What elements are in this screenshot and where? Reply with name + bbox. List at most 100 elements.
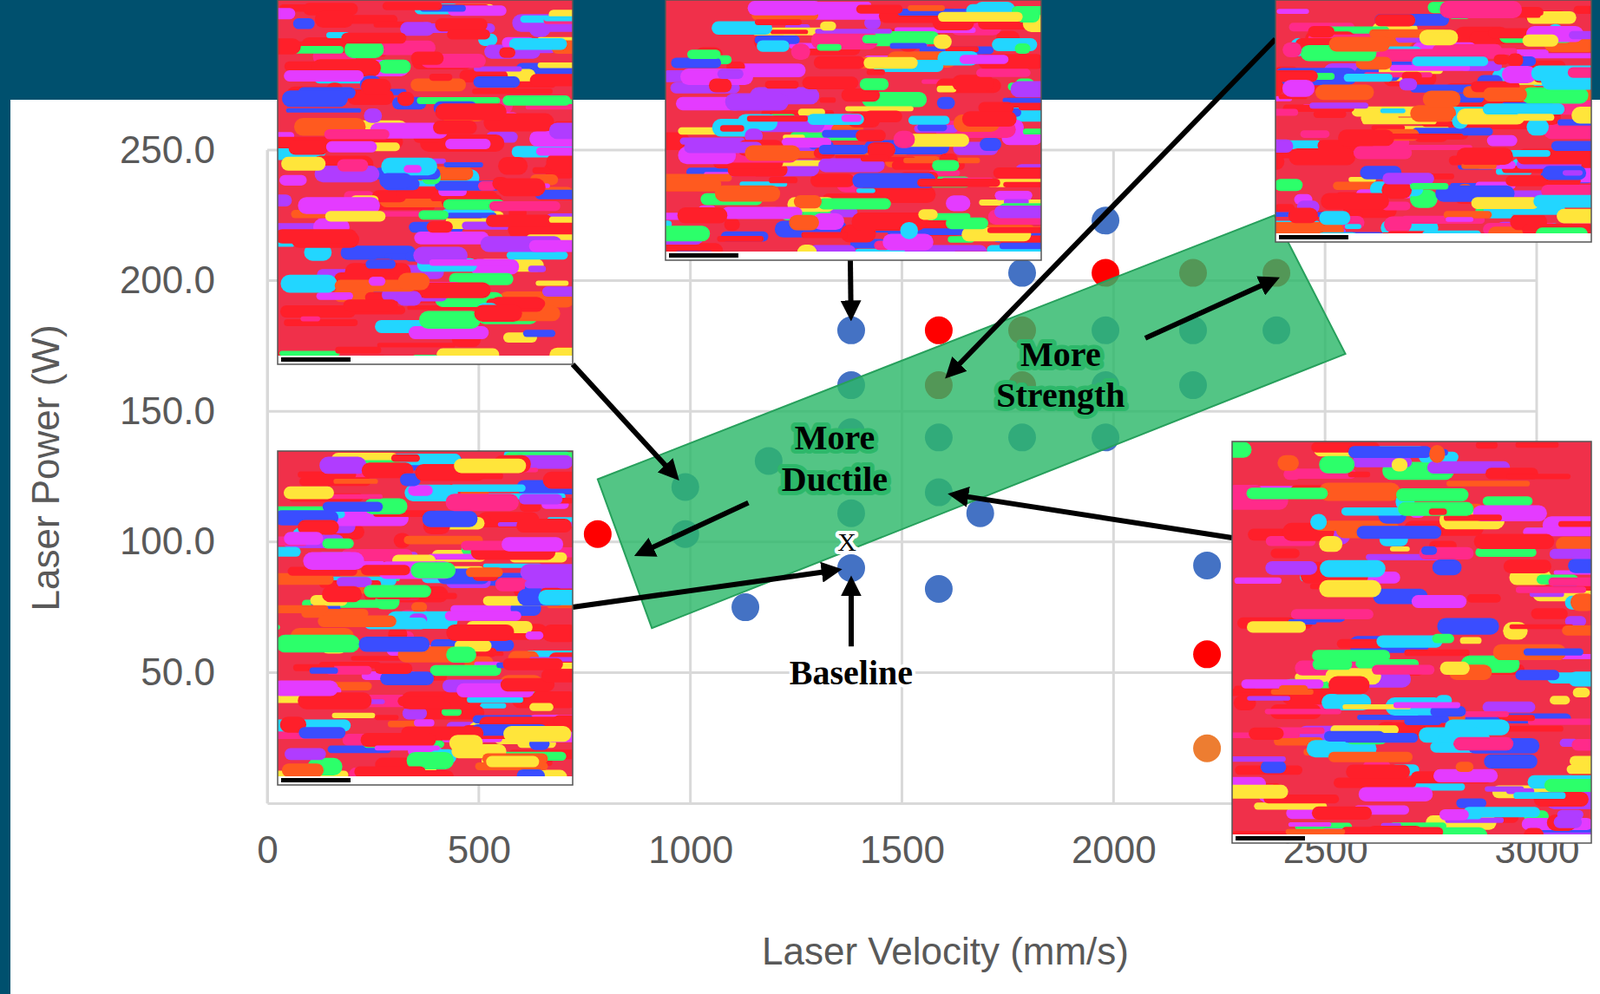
inset-grain bbox=[1571, 106, 1592, 125]
inset-grain bbox=[1310, 514, 1327, 531]
inset-grain bbox=[489, 201, 561, 211]
inset-grain bbox=[298, 727, 346, 739]
inset-grain bbox=[1343, 733, 1418, 743]
inset-grain bbox=[1396, 488, 1469, 502]
y-axis: 50.0100.0150.0200.0250.0 bbox=[119, 128, 269, 805]
point bbox=[583, 520, 612, 549]
inset-grain bbox=[1436, 617, 1499, 635]
annotation-arrow bbox=[1145, 281, 1273, 339]
inset-grain bbox=[1312, 659, 1353, 671]
tick: 2000 bbox=[1071, 803, 1157, 872]
inset-grain bbox=[498, 178, 546, 197]
inset-grain bbox=[358, 636, 430, 653]
inset-ground bbox=[277, 0, 573, 365]
inset-footer bbox=[1275, 233, 1592, 243]
inset-grain bbox=[937, 12, 1023, 22]
inset-grain bbox=[1551, 140, 1592, 151]
inset-scale-bar bbox=[281, 778, 351, 783]
plot-area bbox=[583, 206, 1346, 762]
point bbox=[1193, 551, 1221, 580]
inset-grain bbox=[445, 646, 477, 663]
inset-grain bbox=[1482, 496, 1533, 506]
inset-grain bbox=[1374, 13, 1450, 27]
tick: 250.0 bbox=[119, 128, 268, 171]
inset-grain bbox=[1265, 708, 1342, 715]
inset-grain bbox=[1526, 118, 1548, 137]
inset-grain bbox=[324, 129, 390, 140]
inset-grain bbox=[900, 222, 919, 240]
inset-grain bbox=[1232, 441, 1252, 458]
inset-grain bbox=[363, 584, 432, 597]
inset-grain bbox=[283, 486, 335, 500]
series bbox=[1193, 734, 1221, 763]
inset-grain bbox=[1260, 760, 1286, 774]
inset-grain bbox=[1460, 637, 1482, 645]
inset-grain bbox=[841, 88, 880, 102]
inset-grain bbox=[411, 51, 445, 65]
inset-grain bbox=[279, 351, 341, 357]
axis-line bbox=[266, 150, 269, 805]
inset-grain bbox=[472, 88, 553, 95]
inset-grain bbox=[432, 120, 478, 135]
inset-grain bbox=[314, 11, 354, 28]
inset-grain bbox=[284, 747, 327, 761]
inset-grain bbox=[793, 195, 822, 209]
annotation: MoreDuctile bbox=[781, 418, 888, 499]
inset-grain bbox=[1010, 80, 1042, 98]
inset-grain bbox=[951, 74, 994, 92]
tick-label: 250.0 bbox=[119, 128, 216, 171]
inset-grain bbox=[1540, 14, 1564, 22]
inset-grain bbox=[714, 185, 781, 203]
inset-grain bbox=[429, 259, 512, 267]
inset-grain bbox=[1548, 577, 1592, 587]
inset-grain bbox=[1569, 756, 1592, 768]
inset-grain bbox=[670, 58, 722, 69]
inset-grain bbox=[1345, 764, 1410, 779]
inset-grain bbox=[1348, 472, 1371, 479]
inset-grain bbox=[378, 59, 411, 74]
inset-grain bbox=[360, 733, 437, 748]
inset-grain bbox=[845, 105, 914, 112]
inset-grain bbox=[1318, 456, 1355, 474]
inset-grain bbox=[1558, 521, 1592, 528]
inset-grain bbox=[277, 38, 302, 54]
inset-border bbox=[277, 451, 573, 786]
inset-grain bbox=[791, 43, 811, 60]
tick-label: 50.0 bbox=[140, 650, 216, 694]
inset-grain bbox=[1393, 702, 1461, 709]
inset-grain bbox=[413, 231, 489, 245]
inset-grain bbox=[806, 113, 864, 125]
inset-grain bbox=[1318, 482, 1401, 501]
inset-grain bbox=[1348, 445, 1432, 459]
inset-grain bbox=[1507, 52, 1523, 67]
inset-grain bbox=[1567, 67, 1592, 79]
inset-grain bbox=[1275, 139, 1293, 153]
inset-grain bbox=[1573, 688, 1591, 698]
inset-grain bbox=[1003, 182, 1042, 188]
inset-grain bbox=[1462, 711, 1509, 718]
inset-grain bbox=[1337, 129, 1395, 146]
inset-grain bbox=[1391, 458, 1408, 472]
inset-grain bbox=[1556, 209, 1592, 224]
inset-grain bbox=[322, 502, 384, 513]
inset-grain bbox=[277, 229, 357, 244]
annotation-line: More bbox=[1020, 334, 1102, 374]
tick: 50.0 bbox=[140, 650, 268, 694]
inset-grain bbox=[1549, 695, 1570, 705]
inset-grain bbox=[855, 129, 886, 142]
inset-grain bbox=[1278, 685, 1309, 694]
inset-grain bbox=[407, 485, 433, 496]
inset-grain bbox=[665, 177, 722, 192]
inset-grain bbox=[677, 207, 728, 224]
tick-label: 500 bbox=[447, 828, 512, 872]
inset-grain bbox=[1275, 152, 1285, 171]
inset-grain bbox=[1232, 756, 1286, 762]
inset-grain bbox=[994, 190, 1032, 201]
inset-grain bbox=[1483, 754, 1538, 769]
inset-grain bbox=[277, 546, 302, 557]
inset-grain bbox=[398, 272, 431, 290]
inset-grain bbox=[542, 286, 573, 297]
inset-grain bbox=[717, 68, 744, 79]
tick-label: 2000 bbox=[1071, 828, 1157, 872]
inset-grain bbox=[281, 90, 348, 107]
